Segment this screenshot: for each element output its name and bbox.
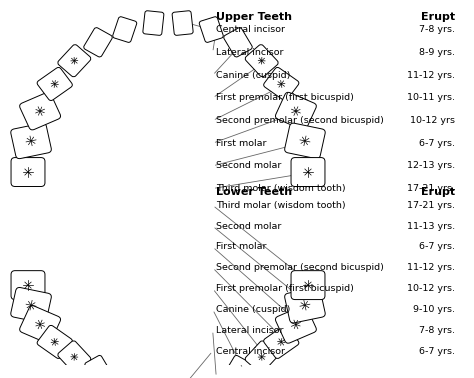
Text: Central incisor: Central incisor — [216, 347, 285, 356]
Text: 6-7 yrs.: 6-7 yrs. — [419, 242, 455, 251]
Text: First molar: First molar — [216, 242, 266, 251]
FancyBboxPatch shape — [275, 306, 316, 343]
Text: 10-12 yrs.: 10-12 yrs. — [407, 284, 455, 293]
Text: 6-7 yrs.: 6-7 yrs. — [419, 347, 455, 356]
Text: Lateral incisor: Lateral incisor — [216, 48, 283, 57]
FancyBboxPatch shape — [172, 11, 193, 35]
Text: Canine (cuspid): Canine (cuspid) — [216, 305, 290, 314]
FancyBboxPatch shape — [199, 17, 223, 42]
FancyBboxPatch shape — [201, 366, 222, 378]
Text: 11-12 yrs.: 11-12 yrs. — [407, 263, 455, 272]
FancyBboxPatch shape — [245, 45, 278, 77]
FancyBboxPatch shape — [291, 271, 325, 300]
FancyBboxPatch shape — [84, 28, 112, 57]
FancyBboxPatch shape — [19, 92, 61, 130]
Text: Central incisor: Central incisor — [216, 25, 285, 34]
Text: 7-8 yrs.: 7-8 yrs. — [419, 326, 455, 335]
FancyBboxPatch shape — [114, 366, 135, 378]
Text: Third molar (wisdom tooth): Third molar (wisdom tooth) — [216, 184, 345, 193]
FancyBboxPatch shape — [285, 287, 325, 323]
FancyBboxPatch shape — [11, 271, 45, 300]
Text: Second premolar (second bicuspid): Second premolar (second bicuspid) — [216, 116, 383, 125]
FancyBboxPatch shape — [264, 67, 299, 101]
Text: 7-8 yrs.: 7-8 yrs. — [419, 25, 455, 34]
Text: 10-11 yrs.: 10-11 yrs. — [407, 93, 455, 102]
Text: 12-13 yrs.: 12-13 yrs. — [407, 161, 455, 170]
Text: 8-9 yrs.: 8-9 yrs. — [419, 48, 455, 57]
FancyBboxPatch shape — [85, 355, 111, 378]
Text: Second premolar (second bicuspid): Second premolar (second bicuspid) — [216, 263, 383, 272]
Text: First molar: First molar — [216, 139, 266, 148]
Text: Erupt: Erupt — [421, 187, 455, 197]
FancyBboxPatch shape — [11, 158, 45, 186]
FancyBboxPatch shape — [264, 325, 299, 358]
FancyBboxPatch shape — [11, 287, 51, 323]
Text: Third molar (wisdom tooth): Third molar (wisdom tooth) — [216, 201, 345, 210]
FancyBboxPatch shape — [113, 17, 137, 42]
FancyBboxPatch shape — [58, 45, 91, 77]
FancyBboxPatch shape — [245, 341, 278, 373]
Text: First premolar (first bicuspid): First premolar (first bicuspid) — [216, 284, 354, 293]
Text: 17-21 yrs.: 17-21 yrs. — [407, 201, 455, 210]
FancyBboxPatch shape — [37, 67, 73, 101]
Text: 11-13 yrs.: 11-13 yrs. — [407, 222, 455, 231]
Text: Erupt: Erupt — [421, 12, 455, 22]
FancyBboxPatch shape — [145, 371, 162, 378]
Text: First premolar (first bicuspid): First premolar (first bicuspid) — [216, 93, 354, 102]
Text: Second molar: Second molar — [216, 222, 281, 231]
Text: Lower Teeth: Lower Teeth — [216, 187, 292, 197]
FancyBboxPatch shape — [291, 158, 325, 186]
FancyBboxPatch shape — [143, 11, 164, 35]
FancyBboxPatch shape — [58, 341, 91, 373]
Text: 6-7 yrs.: 6-7 yrs. — [419, 139, 455, 148]
Text: Second molar: Second molar — [216, 161, 281, 170]
FancyBboxPatch shape — [173, 371, 191, 378]
Text: Canine (cuspid): Canine (cuspid) — [216, 71, 290, 80]
Text: 10-12 yrs: 10-12 yrs — [410, 116, 455, 125]
FancyBboxPatch shape — [11, 123, 51, 159]
FancyBboxPatch shape — [37, 325, 73, 358]
FancyBboxPatch shape — [275, 92, 316, 130]
FancyBboxPatch shape — [224, 28, 252, 57]
Text: 11-12 yrs.: 11-12 yrs. — [407, 71, 455, 80]
Text: 17-21 yrs.: 17-21 yrs. — [407, 184, 455, 193]
Text: Lateral incisor: Lateral incisor — [216, 326, 283, 335]
Text: Upper Teeth: Upper Teeth — [216, 12, 292, 22]
FancyBboxPatch shape — [19, 306, 61, 343]
FancyBboxPatch shape — [225, 355, 251, 378]
Text: 9-10 yrs.: 9-10 yrs. — [413, 305, 455, 314]
FancyBboxPatch shape — [285, 123, 325, 159]
